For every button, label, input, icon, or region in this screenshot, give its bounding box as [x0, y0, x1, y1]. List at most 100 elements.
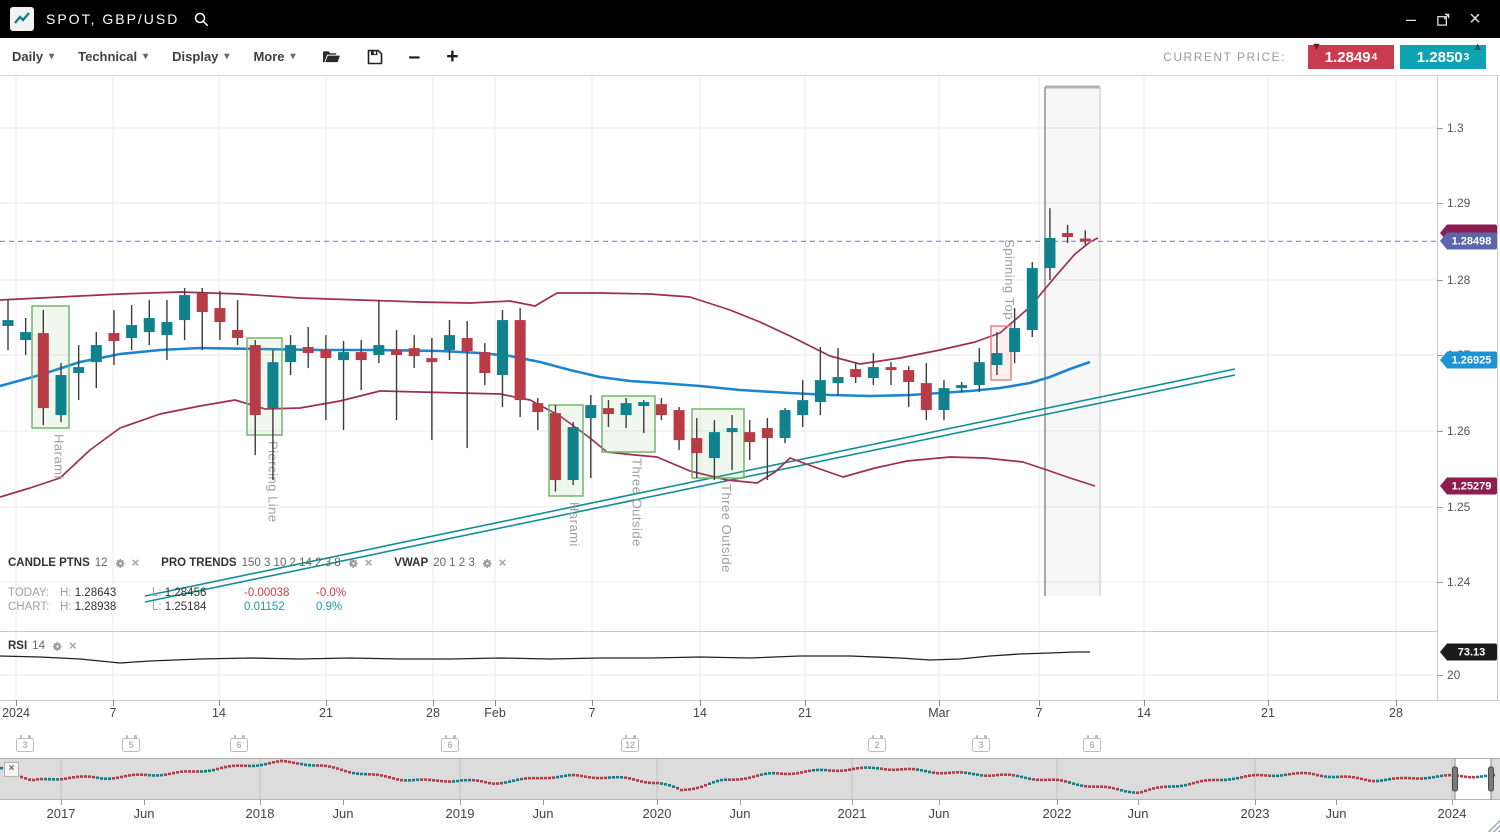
- remove-indicator-icon[interactable]: ×: [498, 555, 507, 570]
- mini-series-tick: [224, 765, 228, 769]
- mini-series-tick: [232, 764, 236, 768]
- remove-indicator-icon[interactable]: ×: [131, 555, 140, 570]
- calendar-marker-icon[interactable]: 6: [230, 735, 248, 752]
- menu-daily[interactable]: Daily ▾: [12, 49, 55, 64]
- calendar-marker-icon[interactable]: 3: [972, 735, 990, 752]
- candle-bearish: [903, 370, 915, 383]
- mini-series-tick: [88, 775, 92, 778]
- close-button[interactable]: ×: [1469, 7, 1481, 30]
- navigator-axis-label: Jun: [1325, 806, 1347, 821]
- mini-series-tick: [1396, 776, 1400, 780]
- mini-series-tick: [740, 777, 744, 781]
- zoom-in-button[interactable]: +: [446, 44, 459, 68]
- candle-bearish: [602, 408, 614, 415]
- mini-series-tick: [152, 774, 156, 777]
- minimize-button[interactable]: –: [1405, 8, 1416, 29]
- navigator-selection-window[interactable]: [1455, 759, 1491, 799]
- mini-series-tick: [1172, 785, 1176, 788]
- today-change-pct: -0.0%: [316, 587, 347, 599]
- popout-window-button[interactable]: [1430, 6, 1456, 32]
- open-folder-icon[interactable]: [322, 49, 341, 64]
- gear-icon[interactable]: [482, 558, 493, 569]
- remove-indicator-icon[interactable]: ×: [68, 638, 77, 653]
- timeline-navigator[interactable]: [0, 758, 1500, 800]
- mini-series-tick: [844, 769, 848, 772]
- mini-series-tick: [872, 766, 876, 770]
- x-axis-tick: [1268, 700, 1269, 706]
- mini-series-tick: [1248, 774, 1252, 778]
- mini-series-tick: [28, 778, 32, 781]
- mini-series-tick: [1072, 782, 1076, 785]
- navigator-axis-label: Jun: [1127, 806, 1149, 821]
- mini-series-tick: [1128, 790, 1132, 794]
- mini-series-tick: [1260, 773, 1264, 777]
- calendar-marker-icon[interactable]: 2: [868, 735, 886, 752]
- save-icon[interactable]: [367, 49, 383, 65]
- mini-series-tick: [468, 778, 472, 782]
- selection-handle-right[interactable]: [1488, 766, 1494, 792]
- calendar-marker-icon[interactable]: 12: [621, 735, 639, 752]
- highlight-region[interactable]: [1045, 87, 1100, 596]
- chevron-down-icon: ▾: [143, 51, 149, 62]
- navigator-close-button[interactable]: ×: [4, 762, 19, 777]
- candle-bearish: [355, 352, 367, 361]
- menu-display[interactable]: Display ▾: [172, 49, 230, 64]
- mini-series-tick: [840, 769, 844, 773]
- gear-icon[interactable]: [348, 558, 359, 569]
- window-title: SPOT, GBP/USD: [46, 11, 180, 27]
- menu-more[interactable]: More ▾: [253, 49, 296, 64]
- main-chart[interactable]: Harami Piercing Line Harami Three Outside Th…: [0, 76, 1437, 700]
- mini-series-tick: [1296, 771, 1300, 775]
- mini-series-tick: [400, 778, 404, 782]
- mini-series-tick: [120, 775, 124, 779]
- mini-series-tick: [544, 776, 548, 780]
- calendar-marker-icon[interactable]: 5: [122, 735, 140, 752]
- mini-series-tick: [340, 768, 344, 772]
- navigator-axis-label: Jun: [532, 806, 554, 821]
- navigator-axis-tick: [657, 800, 658, 805]
- mini-series-tick: [276, 760, 280, 763]
- today-low: 1.28456: [164, 587, 207, 599]
- gear-icon[interactable]: [52, 641, 63, 652]
- band-lower-badge: 1.25279: [1440, 477, 1497, 495]
- mini-series-tick: [172, 771, 176, 775]
- y-axis-tick: [1437, 128, 1443, 129]
- zoom-out-button[interactable]: –: [408, 44, 421, 68]
- vwap-line: [144, 374, 1236, 603]
- menu-technical[interactable]: Technical ▾: [78, 49, 149, 64]
- mini-series-tick: [912, 767, 916, 771]
- x-axis-label: 28: [1389, 706, 1403, 720]
- mini-series-tick: [24, 777, 28, 780]
- gear-icon[interactable]: [115, 558, 126, 569]
- search-icon[interactable]: [193, 11, 209, 27]
- calendar-marker-icon[interactable]: 6: [1083, 735, 1101, 752]
- mini-series-tick: [1460, 774, 1464, 778]
- remove-indicator-icon[interactable]: ×: [364, 555, 373, 570]
- calendar-marker-icon[interactable]: 6: [441, 735, 459, 752]
- pattern-label: Harami: [52, 434, 67, 479]
- mini-series-tick: [1272, 774, 1276, 778]
- mini-series-tick: [108, 777, 112, 780]
- mini-series-tick: [320, 764, 324, 767]
- resize-grip[interactable]: [1485, 817, 1500, 832]
- rsi-params: 14: [32, 640, 45, 652]
- mini-series-tick: [692, 787, 696, 791]
- mini-series-tick: [1124, 789, 1128, 793]
- calendar-marker-count: 2: [874, 740, 880, 750]
- mini-series-tick: [1056, 778, 1060, 782]
- mini-series-tick: [560, 775, 564, 778]
- mini-series-tick: [68, 776, 72, 780]
- candle-bearish: [1062, 233, 1074, 238]
- candle-bullish: [832, 377, 844, 384]
- pattern-label: Three Outside: [630, 458, 645, 547]
- mini-series-tick: [176, 770, 180, 774]
- calendar-marker-icon[interactable]: 3: [16, 735, 34, 752]
- mini-series-tick: [824, 768, 828, 772]
- mini-series-tick: [268, 761, 272, 765]
- mini-series-tick: [772, 771, 776, 775]
- mini-series-tick: [472, 778, 476, 782]
- selection-handle-left[interactable]: [1452, 766, 1458, 792]
- candle-bullish: [567, 427, 579, 481]
- mini-series-tick: [1332, 775, 1336, 779]
- mini-series-tick: [752, 775, 756, 779]
